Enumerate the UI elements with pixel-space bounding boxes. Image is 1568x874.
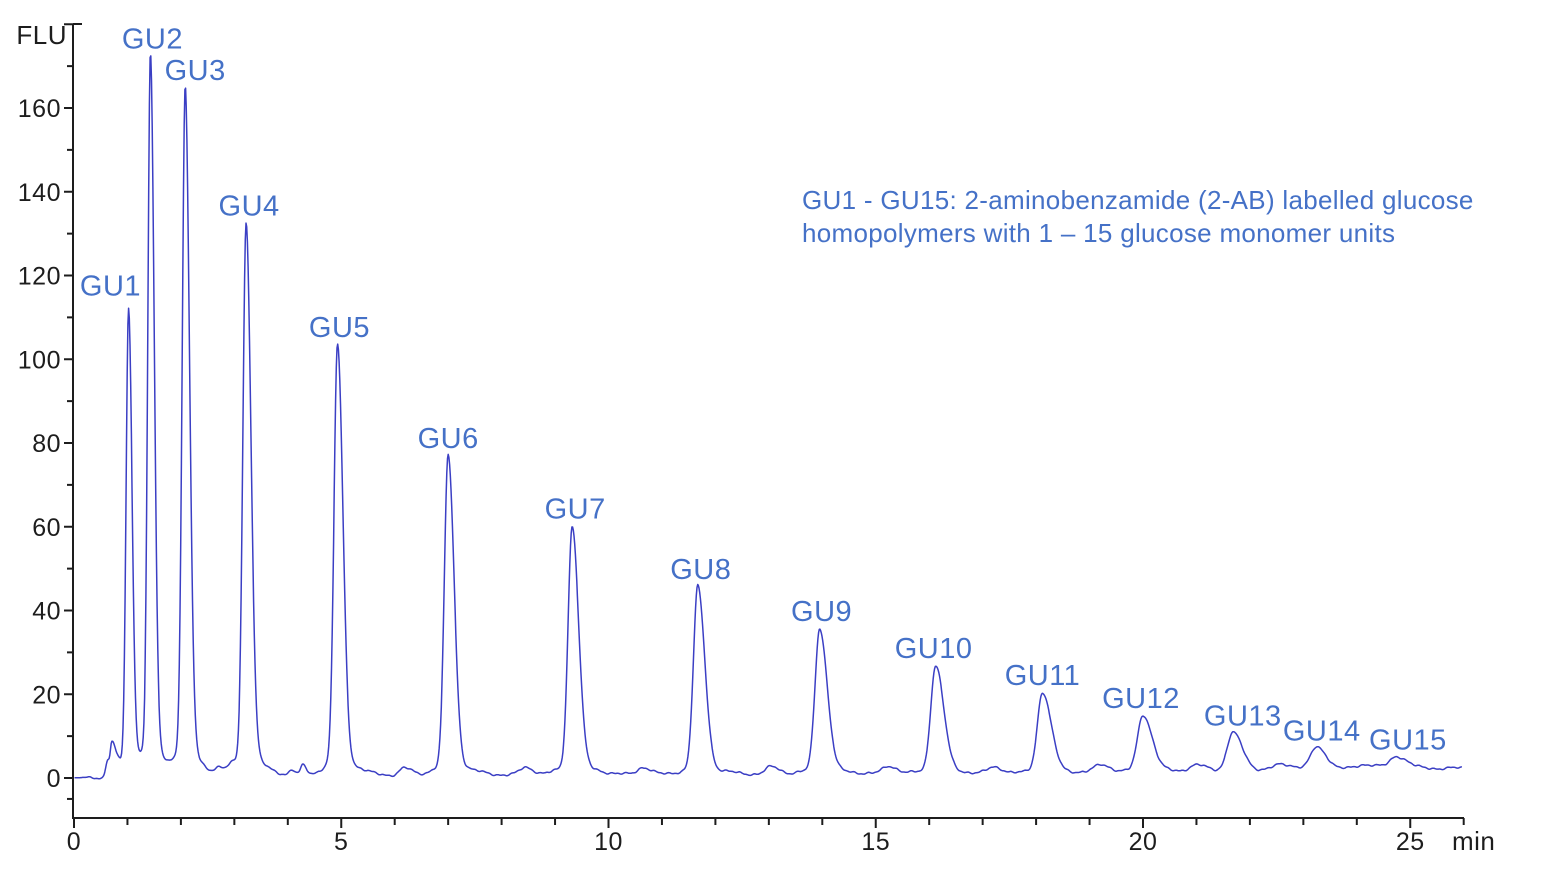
y-tick-label-0: 0 (47, 765, 61, 793)
peak-label-gu15: GU15 (1369, 725, 1447, 757)
peak-label-gu14: GU14 (1283, 715, 1361, 747)
peak-label-gu11: GU11 (1005, 660, 1081, 692)
y-tick-label-140: 140 (18, 179, 61, 207)
x-tick-label-25: 25 (1396, 828, 1425, 856)
peak-label-gu2: GU2 (122, 23, 183, 55)
y-tick-label-60: 60 (32, 514, 61, 542)
y-tick-label-80: 80 (32, 430, 61, 458)
chart-annotation: GU1 - GU15: 2-aminobenzamide (2-AB) labe… (802, 184, 1562, 250)
x-tick-label-0: 0 (67, 828, 81, 856)
peak-label-gu8: GU8 (670, 554, 731, 586)
peak-label-gu4: GU4 (219, 191, 280, 223)
peak-label-gu12: GU12 (1102, 683, 1180, 715)
generated-chart-content: 0 20 40 60 80 100 120 140 160 0 5 10 15 20 25 GU1 GU2GU3… (18, 23, 1465, 856)
peak-label-gu1: GU1 (80, 270, 141, 302)
peak-label-gu3: GU3 (165, 55, 226, 87)
chromatogram-trace (74, 55, 1463, 780)
x-tick-label-15: 15 (861, 828, 890, 856)
y-tick-label-40: 40 (32, 598, 61, 626)
y-axis-unit-label: FLU (16, 20, 67, 50)
x-tick-label-5: 5 (334, 828, 348, 856)
peak-label-gu5: GU5 (309, 312, 370, 344)
x-tick-label-20: 20 (1129, 828, 1158, 856)
x-axis-unit-label: min (1452, 826, 1495, 856)
peak-label-gu7: GU7 (545, 494, 606, 526)
y-tick-label-100: 100 (18, 346, 61, 374)
chart-annotation-line1: GU1 - GU15: 2-aminobenzamide (2-AB) labe… (802, 185, 1474, 215)
x-tick-label-10: 10 (594, 828, 623, 856)
y-tick-label-20: 20 (32, 681, 61, 709)
peak-label-gu6: GU6 (418, 423, 479, 455)
y-tick-label-160: 160 (18, 95, 61, 123)
peak-label-gu9: GU9 (791, 596, 852, 628)
peak-label-gu10: GU10 (895, 633, 973, 665)
chart-annotation-line2: homopolymers with 1 – 15 glucose monomer… (802, 218, 1396, 248)
peak-label-gu13: GU13 (1204, 701, 1282, 733)
y-tick-label-120: 120 (18, 263, 61, 291)
